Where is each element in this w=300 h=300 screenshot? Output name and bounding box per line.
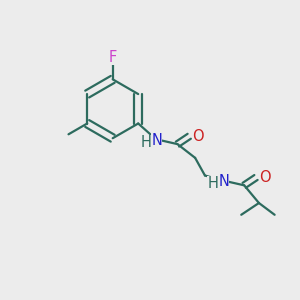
Text: F: F <box>109 50 117 65</box>
Text: O: O <box>259 170 271 185</box>
Text: O: O <box>192 129 204 144</box>
Text: N: N <box>218 174 229 189</box>
Text: H: H <box>141 135 152 150</box>
Text: H: H <box>207 176 218 191</box>
Text: N: N <box>152 133 162 148</box>
